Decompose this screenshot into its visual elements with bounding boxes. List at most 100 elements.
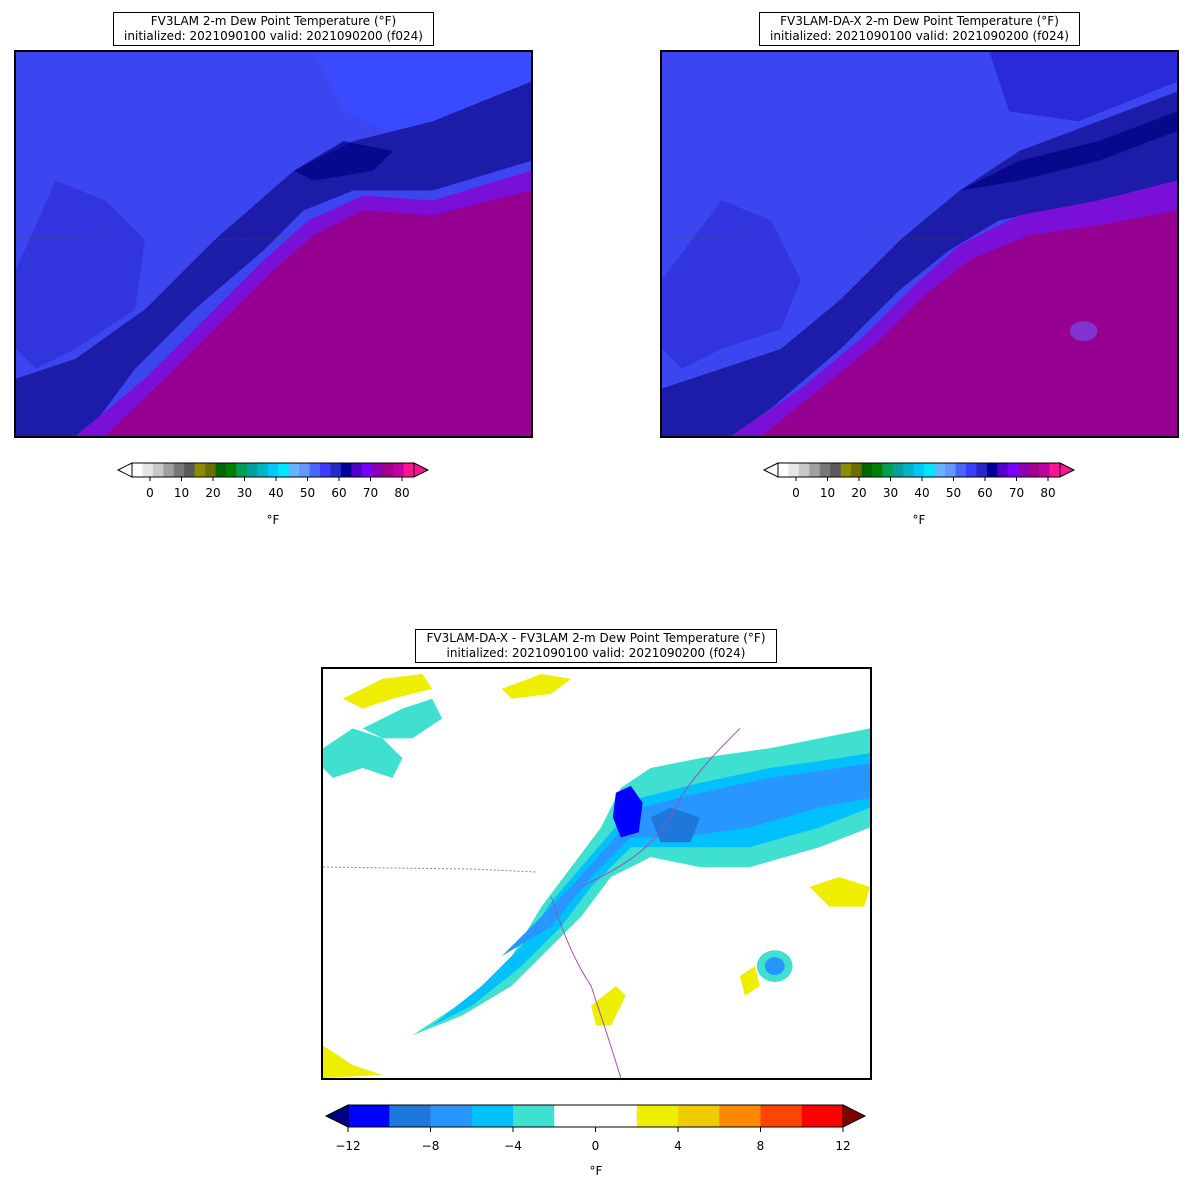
colorbar-swatch	[348, 1105, 390, 1127]
colorbar-swatch	[132, 463, 143, 477]
panel1-title-line2: initialized: 2021090100 valid: 202109020…	[124, 29, 423, 43]
colorbar-swatch	[278, 463, 290, 477]
panel1-title: FV3LAM 2-m Dew Point Temperature (°F) in…	[113, 12, 434, 46]
colorbar-swatch	[554, 1105, 596, 1127]
colorbar-swatch	[778, 463, 789, 477]
colorbar-swatch	[1049, 463, 1061, 477]
colorbar-swatch	[267, 463, 279, 477]
colorbar-swatch	[173, 463, 185, 477]
panel1-interior-patch	[16, 180, 145, 369]
panel3-positive-patch-s	[591, 985, 626, 1026]
colorbar-swatch	[351, 463, 363, 477]
panel2-colorbar: 0 10 20 30 40 50 60 70 80	[756, 460, 1086, 510]
colorbar-swatch	[361, 463, 373, 477]
colorbar-swatch	[830, 463, 842, 477]
panel2-colorbar-unit: °F	[912, 513, 926, 527]
colorbar-extend-low	[116, 462, 133, 478]
panel3-map	[321, 667, 872, 1080]
colorbar-tick-label: 12	[835, 1139, 850, 1153]
panel3-colorbar-svg: −12 −8 −4 0 4 8 12	[324, 1104, 867, 1153]
colorbar-tick-label: 80	[394, 486, 409, 500]
colorbar-swatch	[471, 1105, 514, 1127]
colorbar-tick-label: 10	[174, 486, 189, 500]
panel1-colorbar: 0 10 20 30 40 50 60 70 80	[110, 460, 440, 510]
colorbar-swatch	[299, 463, 311, 477]
panel3-coastline	[550, 896, 622, 1078]
colorbar-swatch	[913, 463, 925, 477]
panel1-moist-region	[105, 190, 531, 436]
colorbar-swatch	[430, 1105, 473, 1127]
panel1-title-line1: FV3LAM 2-m Dew Point Temperature (°F)	[150, 14, 397, 28]
colorbar-swatch	[184, 463, 196, 477]
colorbar-swatch	[246, 463, 258, 477]
colorbar-outline	[777, 462, 1061, 478]
colorbar-tick-label: 0	[146, 486, 154, 500]
colorbar-swatch	[1018, 463, 1030, 477]
panel2-title-line1: FV3LAM-DA-X 2-m Dew Point Temperature (°…	[780, 14, 1059, 28]
colorbar-tick-label: 50	[946, 486, 961, 500]
colorbar-tick-label: 30	[237, 486, 252, 500]
colorbar-swatch	[257, 463, 269, 477]
colorbar-swatch	[892, 463, 904, 477]
panel2-map	[660, 50, 1179, 438]
colorbar-swatch	[955, 463, 967, 477]
colorbar-extend-high	[1059, 462, 1076, 478]
colorbar-swatch	[924, 463, 936, 477]
panel3-colorbar-unit: °F	[589, 1164, 603, 1178]
colorbar-swatch	[809, 463, 821, 477]
colorbar-tick-label: 30	[883, 486, 898, 500]
colorbar-swatch	[976, 463, 988, 477]
panel3-positive-patch-n	[501, 673, 572, 699]
colorbar-swatch	[1039, 463, 1051, 477]
colorbar-tick-label: 40	[914, 486, 929, 500]
colorbar-tick-label: 0	[792, 486, 800, 500]
colorbar-swatch	[945, 463, 957, 477]
panel2-title: FV3LAM-DA-X 2-m Dew Point Temperature (°…	[759, 12, 1080, 46]
colorbar-tick-label: 0	[592, 1139, 600, 1153]
panel3-negative-plume-strong	[501, 763, 870, 957]
colorbar-swatch	[142, 463, 154, 477]
panel1-dark-streak	[293, 141, 394, 181]
colorbar-swatch	[840, 463, 852, 477]
colorbar-swatch	[226, 463, 237, 477]
colorbar-tick-label: 60	[977, 486, 992, 500]
colorbar-swatch	[903, 463, 915, 477]
panel3-negative-patch	[650, 807, 701, 843]
colorbar-swatch	[851, 463, 863, 477]
panel3-title: FV3LAM-DA-X - FV3LAM 2-m Dew Point Tempe…	[415, 629, 777, 663]
colorbar-swatch	[330, 463, 342, 477]
colorbar-swatch	[997, 463, 1009, 477]
colorbar-swatch	[393, 463, 405, 477]
colorbar-swatch	[382, 463, 394, 477]
colorbar-tick-label: 8	[757, 1139, 765, 1153]
colorbar-swatch	[934, 463, 946, 477]
colorbar-outline	[131, 462, 415, 478]
panel2-dark-band	[662, 91, 1177, 436]
panel1-colorbar-unit: °F	[266, 513, 280, 527]
colorbar-swatch	[595, 1105, 638, 1127]
colorbar-swatch	[340, 463, 352, 477]
colorbar-tick-label: 20	[205, 486, 220, 500]
colorbar-swatch	[966, 463, 977, 477]
colorbar-extend-high	[842, 1104, 867, 1128]
panel1-colorbar-svg: 0 10 20 30 40 50 60 70 80	[116, 462, 430, 500]
panel3-state-border	[323, 866, 537, 873]
panel3-nw-negative-patch	[323, 728, 403, 778]
colorbar-swatch	[194, 463, 206, 477]
colorbar-swatch	[1007, 463, 1019, 477]
panel3-negative-core	[612, 785, 643, 838]
colorbar-swatch	[798, 463, 810, 477]
colorbar-tick-label: −8	[422, 1139, 440, 1153]
colorbar-tick-label: 10	[820, 486, 835, 500]
colorbar-swatch	[152, 463, 164, 477]
panel3-positive-patch-nw	[342, 673, 433, 709]
panel1-map	[14, 50, 533, 438]
panel3-title-line1: FV3LAM-DA-X - FV3LAM 2-m Dew Point Tempe…	[426, 631, 766, 645]
panel3-title-line2: initialized: 2021090100 valid: 202109020…	[446, 646, 746, 660]
colorbar-swatch	[215, 463, 227, 477]
colorbar-tick-label: 70	[363, 486, 378, 500]
colorbar-tick-label: 4	[674, 1139, 682, 1153]
colorbar-swatch	[513, 1105, 555, 1127]
colorbar-tick-label: 20	[851, 486, 866, 500]
panel3-positive-patch-se	[739, 966, 760, 996]
